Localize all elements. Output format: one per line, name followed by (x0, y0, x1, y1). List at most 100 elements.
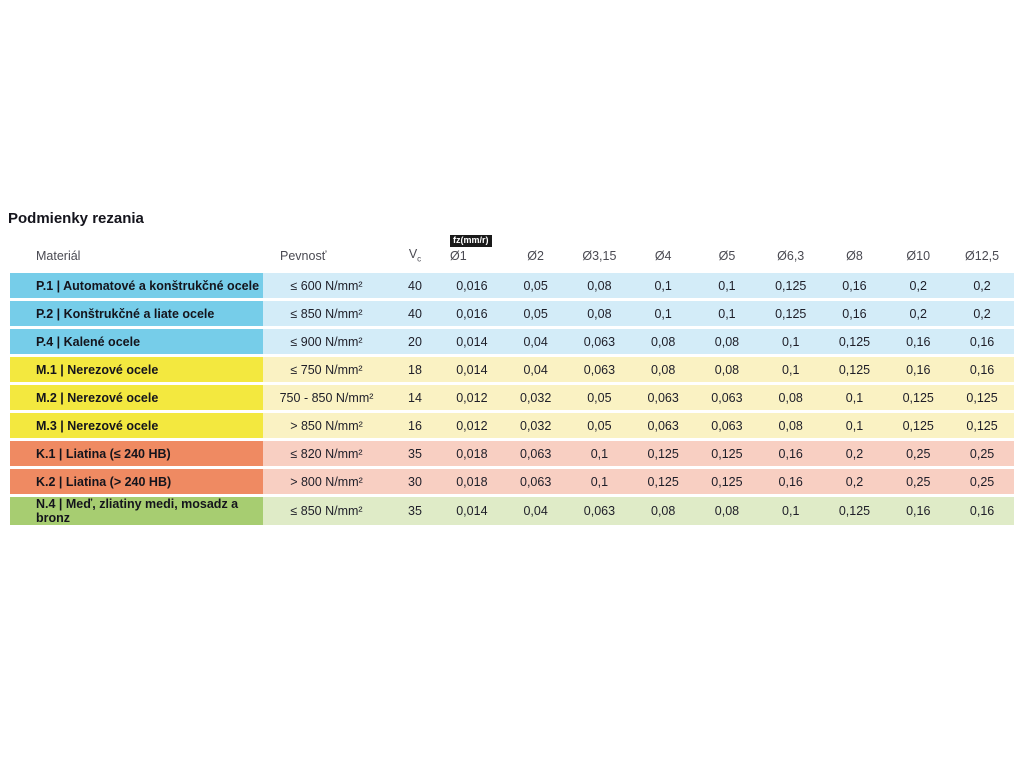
feed-value-cell: 0,125 (886, 385, 951, 413)
feed-value-cell: 0,1 (758, 357, 823, 385)
feed-value-cell: 0,05 (503, 273, 568, 301)
cutting-speed-cell: 20 (390, 329, 440, 357)
feed-value-cell: 0,063 (695, 413, 759, 441)
feed-value-cell: 0,2 (886, 273, 951, 301)
feed-value-cell: 0,018 (440, 441, 504, 469)
feed-value-cell: 0,012 (440, 413, 504, 441)
feed-value-cell: 0,063 (567, 357, 632, 385)
strength-cell: ≤ 900 N/mm² (263, 329, 390, 357)
column-header-strength-label: Pevnosť (280, 249, 327, 263)
feed-value-cell: 0,016 (440, 273, 504, 301)
feed-value-cell: 0,05 (567, 413, 632, 441)
material-cell: M.1 | Nerezové ocele (10, 357, 263, 385)
cutting-speed-cell: 35 (390, 441, 440, 469)
feed-value-cell: 0,014 (440, 357, 504, 385)
feed-value-cell: 0,08 (758, 413, 823, 441)
feed-value-cell: 0,125 (950, 413, 1014, 441)
material-cell: M.2 | Nerezové ocele (10, 385, 263, 413)
feed-value-cell: 0,063 (695, 385, 759, 413)
feed-value-cell: 0,1 (567, 441, 632, 469)
feed-value-cell: 0,032 (503, 385, 568, 413)
feed-value-cell: 0,08 (631, 497, 696, 528)
feed-value-cell: 0,05 (503, 301, 568, 329)
table-row: K.2 | Liatina (> 240 HB) > 800 N/mm² 30 0,0… (10, 469, 1014, 497)
feed-value-cell: 0,05 (567, 385, 632, 413)
strength-cell: ≤ 850 N/mm² (263, 301, 390, 329)
material-cell: K.1 | Liatina (≤ 240 HB) (10, 441, 263, 469)
diameter-1-stack: fz(mm/r) Ø1 (450, 235, 492, 263)
feed-value-cell: 0,032 (503, 413, 568, 441)
column-header-diameter-8: Ø10 (906, 249, 931, 263)
diameter-label: Ø1 (450, 249, 467, 263)
table-header-row: Materiál Pevnosť Vc fz(mm/r) Ø1 Ø2 Ø3,15… (10, 232, 1014, 273)
feed-value-cell: 0,125 (758, 273, 823, 301)
feed-value-cell: 0,125 (886, 413, 951, 441)
feed-value-cell: 0,012 (440, 385, 504, 413)
feed-value-cell: 0,16 (822, 301, 887, 329)
strength-cell: 750 - 850 N/mm² (263, 385, 390, 413)
feed-value-cell: 0,125 (695, 469, 759, 497)
feed-value-cell: 0,16 (758, 441, 823, 469)
feed-value-cell: 0,16 (822, 273, 887, 301)
cutting-speed-cell: 40 (390, 273, 440, 301)
table-row: P.2 | Konštrukčné a liate ocele ≤ 850 N/m… (10, 301, 1014, 329)
strength-cell: > 800 N/mm² (263, 469, 390, 497)
feed-value-cell: 0,08 (758, 385, 823, 413)
feed-value-cell: 0,04 (503, 357, 568, 385)
table-row: P.4 | Kalené ocele ≤ 900 N/mm² 20 0,014 0,04… (10, 329, 1014, 357)
material-cell: P.1 | Automatové a konštrukčné ocele (10, 273, 263, 301)
feed-value-cell: 0,16 (950, 497, 1014, 528)
cutting-speed-cell: 18 (390, 357, 440, 385)
feed-value-cell: 0,08 (567, 301, 632, 329)
material-cell: M.3 | Nerezové ocele (10, 413, 263, 441)
column-header-diameter-1: fz(mm/r) Ø1 (440, 232, 504, 273)
feed-value-cell: 0,2 (950, 301, 1014, 329)
column-header-diameter-5: Ø5 (718, 249, 736, 263)
feed-value-cell: 0,063 (631, 385, 696, 413)
feed-value-cell: 0,16 (758, 469, 823, 497)
page-title: Podmienky rezania (8, 210, 144, 227)
feed-value-cell: 0,018 (440, 469, 504, 497)
feed-value-cell: 0,16 (886, 329, 951, 357)
feed-value-cell: 0,1 (758, 497, 823, 528)
table-row: N.4 | Meď, zliatiny medi, mosadz a bronz… (10, 497, 1014, 528)
feed-value-cell: 0,25 (950, 441, 1014, 469)
column-header-strength: Pevnosť (263, 232, 390, 273)
column-header-cutting-speed: Vc (390, 232, 440, 273)
feed-value-cell: 0,2 (886, 301, 951, 329)
feed-value-cell: 0,125 (822, 357, 887, 385)
cutting-speed-cell: 35 (390, 497, 440, 528)
feed-value-cell: 0,25 (950, 469, 1014, 497)
feed-value-cell: 0,063 (631, 413, 696, 441)
feed-value-cell: 0,014 (440, 497, 504, 528)
column-header-diameter-4: Ø4 (654, 249, 672, 263)
cutting-speed-cell: 16 (390, 413, 440, 441)
feed-value-cell: 0,014 (440, 329, 504, 357)
feed-per-rev-badge: fz(mm/r) (450, 235, 492, 247)
feed-value-cell: 0,1 (695, 301, 759, 329)
material-cell: P.2 | Konštrukčné a liate ocele (10, 301, 263, 329)
table-row: P.1 | Automatové a konštrukčné ocele ≤ 60… (10, 273, 1014, 301)
feed-value-cell: 0,16 (950, 357, 1014, 385)
feed-value-cell: 0,125 (631, 469, 696, 497)
feed-value-cell: 0,04 (503, 329, 568, 357)
feed-value-cell: 0,1 (631, 273, 696, 301)
feed-value-cell: 0,063 (503, 441, 568, 469)
feed-value-cell: 0,08 (631, 329, 696, 357)
feed-value-cell: 0,063 (567, 329, 632, 357)
cutting-speed-cell: 30 (390, 469, 440, 497)
column-header-diameter-9: Ø12,5 (965, 249, 1000, 263)
column-header-diameter-6: Ø6,3 (777, 249, 805, 263)
feed-value-cell: 0,2 (950, 273, 1014, 301)
table-row: K.1 | Liatina (≤ 240 HB) ≤ 820 N/mm² 35 0,0… (10, 441, 1014, 469)
feed-value-cell: 0,25 (886, 469, 951, 497)
feed-value-cell: 0,063 (503, 469, 568, 497)
column-header-material: Materiál (10, 232, 263, 273)
feed-value-cell: 0,1 (822, 413, 887, 441)
material-cell: P.4 | Kalené ocele (10, 329, 263, 357)
feed-value-cell: 0,1 (631, 301, 696, 329)
feed-value-cell: 0,16 (950, 329, 1014, 357)
strength-cell: ≤ 750 N/mm² (263, 357, 390, 385)
material-cell: K.2 | Liatina (> 240 HB) (10, 469, 263, 497)
cutting-speed-cell: 40 (390, 301, 440, 329)
